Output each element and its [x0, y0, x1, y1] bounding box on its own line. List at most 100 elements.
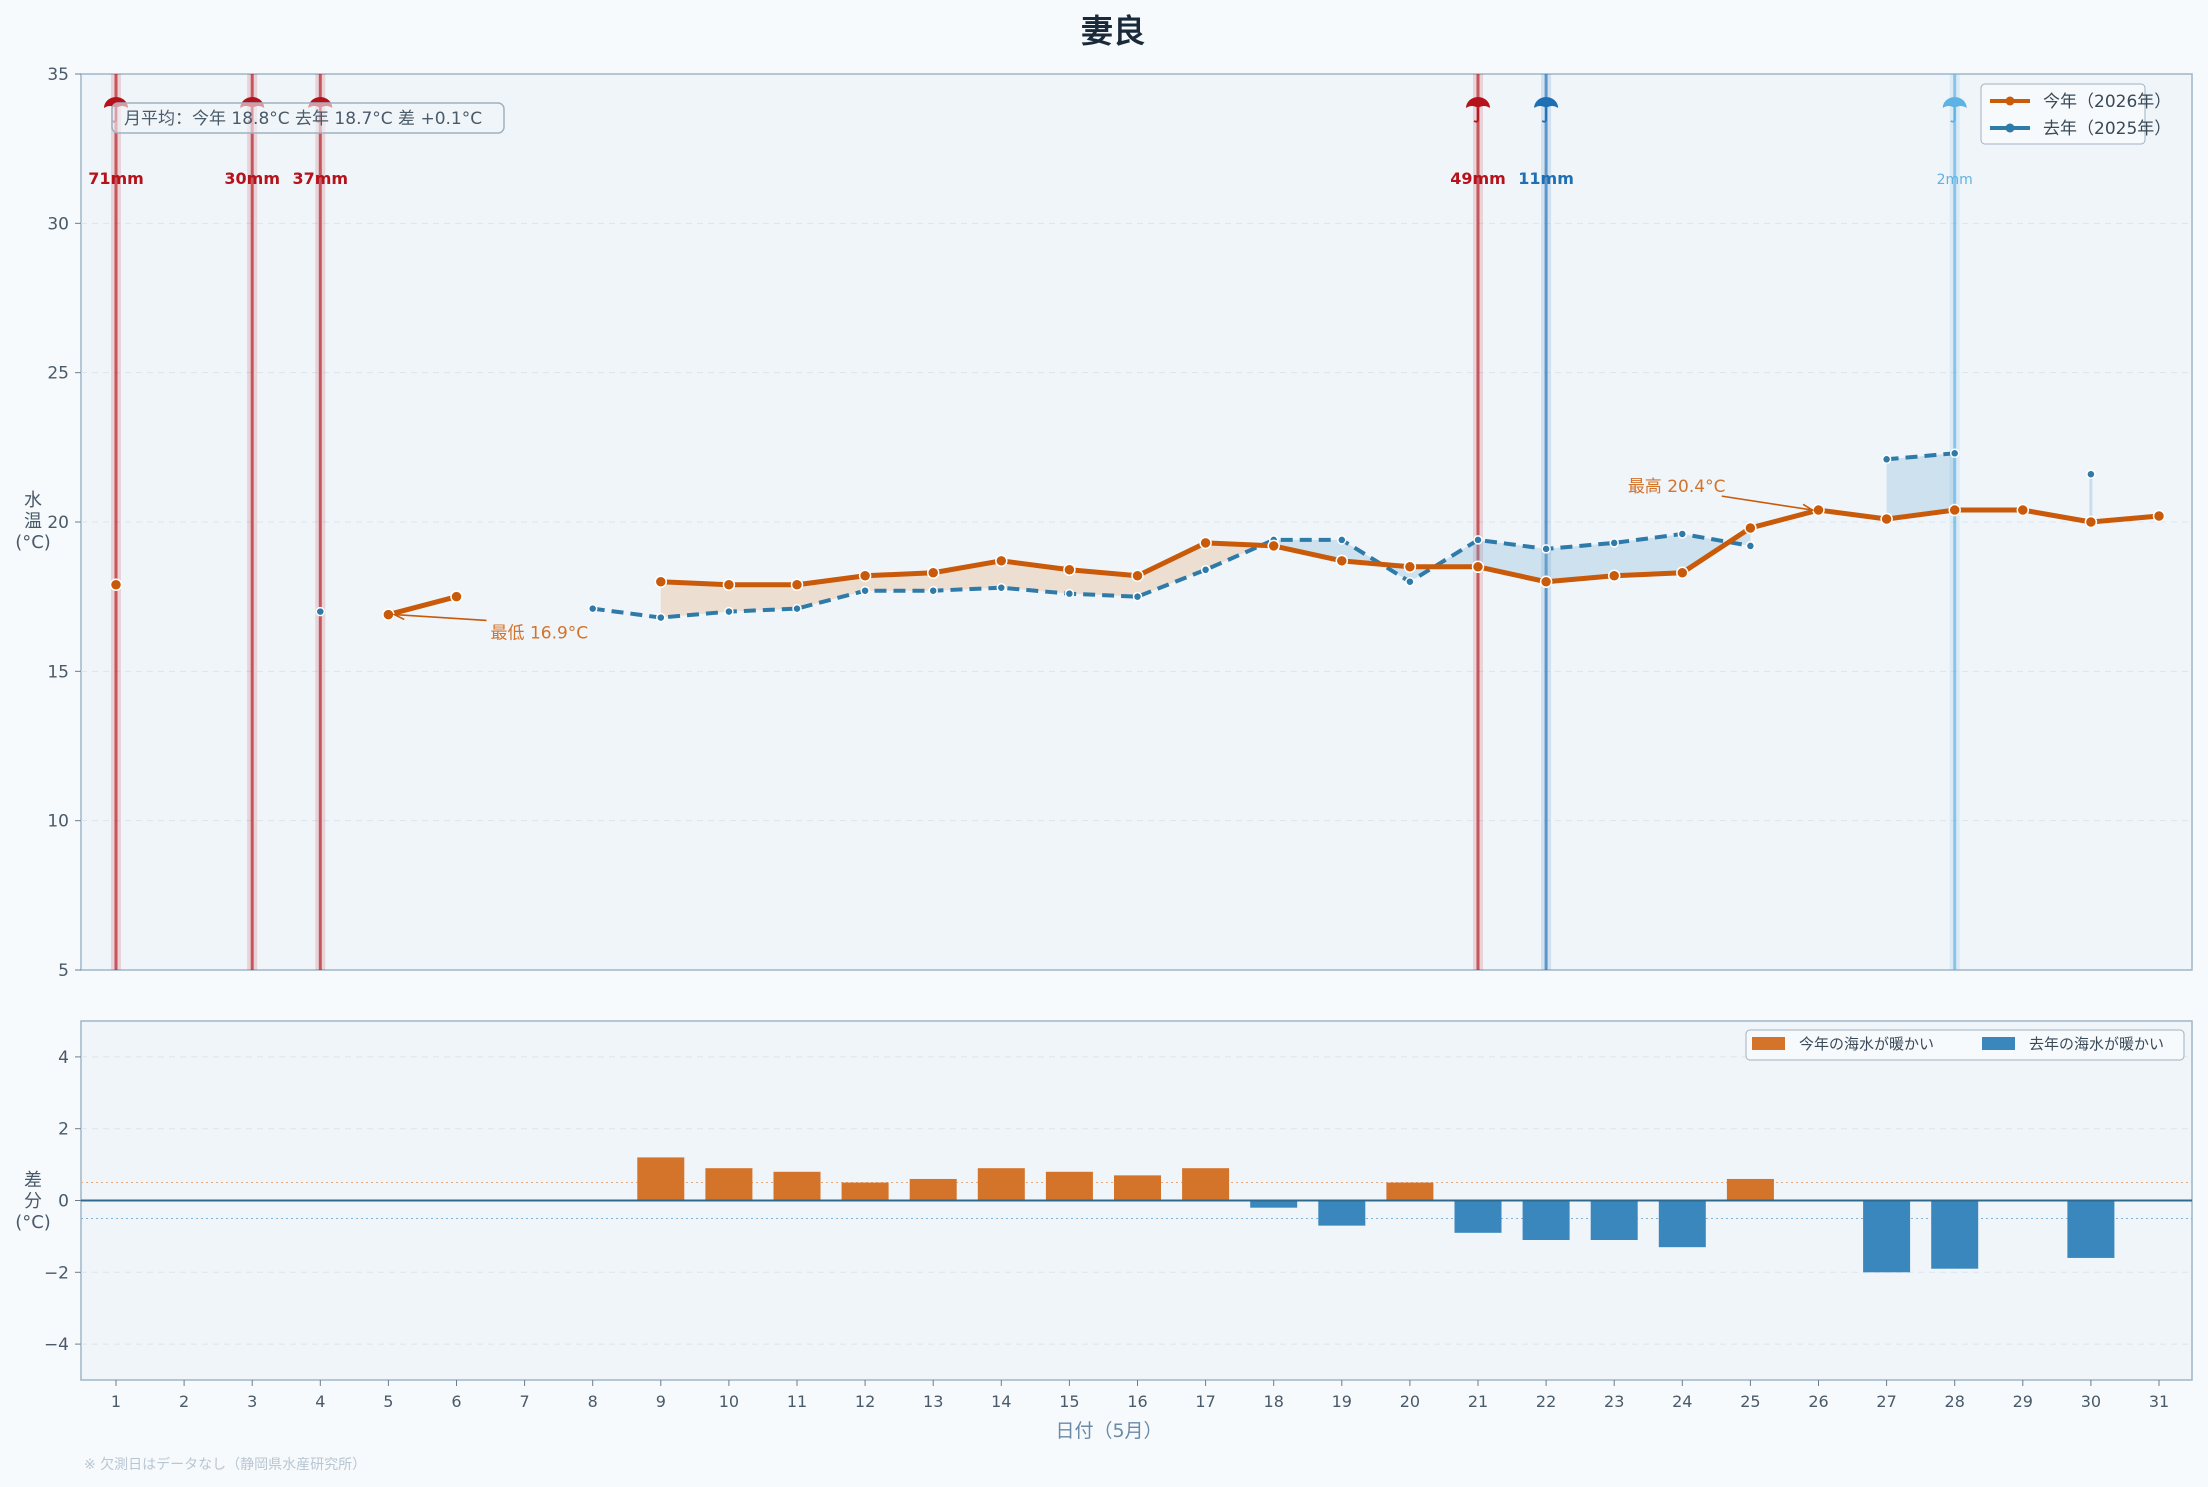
warmer-last-year-fill [1614, 533, 1683, 576]
umbrella-icon [1466, 97, 1490, 123]
this-year-point [1131, 569, 1144, 583]
x-tick-label: 8 [588, 1392, 598, 1411]
this-year-point [450, 590, 463, 603]
legend-label-negative: 去年の海水が暖かい [2029, 1035, 2164, 1053]
last-year-point [996, 582, 1007, 593]
last-year-point [860, 585, 870, 596]
this-year-point [2084, 515, 2098, 529]
annotation-arrowhead [392, 610, 406, 621]
legend-swatch-negative [1982, 1037, 2015, 1050]
warmer-this-year-fill [1137, 542, 1206, 597]
bottom-y-tick-label: −2 [44, 1263, 69, 1283]
last-year-point [724, 606, 734, 617]
last-year-point [1745, 541, 1756, 551]
rain-amount-label: 37mm [292, 169, 348, 188]
x-tick-label: 12 [855, 1392, 875, 1411]
difference-bar-warmer-this-year [1726, 1178, 1774, 1201]
x-tick-label: 26 [1808, 1392, 1828, 1411]
difference-bar-warmer-this-year [841, 1182, 889, 1201]
x-tick-label: 9 [656, 1392, 666, 1411]
rain-amount-label: 30mm [224, 169, 280, 188]
last-year-point [1609, 538, 1619, 548]
this-year-point [1812, 503, 1825, 517]
last-year-point [1677, 529, 1688, 539]
x-tick-label: 19 [1332, 1392, 1352, 1411]
top-plot-area [80, 73, 2193, 971]
annotation-arrowhead [1801, 503, 1815, 514]
x-tick-label: 23 [1604, 1392, 1624, 1411]
legend-swatch-positive [1752, 1037, 1785, 1050]
bottom-y-tick-label: 4 [58, 1048, 69, 1068]
this-year-point [1267, 539, 1280, 553]
warmer-this-year-fill [933, 560, 1002, 591]
bottom-y-tick-label: 2 [58, 1120, 69, 1140]
last-year-point [1132, 591, 1143, 602]
last-year-point [1337, 535, 1347, 545]
this-year-point [2152, 509, 2166, 523]
bottom-y-axis-label: (°C) [15, 1212, 51, 1233]
top-y-axis-label: 水 [24, 490, 42, 511]
top-legend: 今年（2026年） 去年（2025年） [1980, 83, 2171, 145]
bottom-y-tick-label: 0 [58, 1192, 69, 1212]
legend-label-positive: 今年の海水が暖かい [1799, 1035, 1934, 1053]
this-year-point [722, 578, 736, 591]
chart-title: 妻良 [1081, 12, 1145, 50]
x-tick-label: 3 [247, 1392, 257, 1411]
legend-label: 今年（2026年） [2043, 92, 2171, 112]
footnote: ※ 欠測日はデータなし（静岡県水産研究所） [84, 1456, 366, 1473]
difference-bar-warmer-last-year [1590, 1200, 1638, 1240]
difference-bar-warmer-last-year [2067, 1200, 2115, 1258]
x-tick-label: 6 [451, 1392, 461, 1411]
difference-bar-warmer-last-year [1250, 1200, 1298, 1208]
x-tick-label: 15 [1059, 1392, 1079, 1411]
last-year-point [928, 585, 938, 596]
x-tick-label: 16 [1127, 1392, 1147, 1411]
difference-bar-warmer-last-year [1658, 1200, 1706, 1248]
this-year-point [109, 578, 123, 591]
difference-bar-warmer-this-year [1182, 1168, 1230, 1201]
x-tick-label: 5 [383, 1392, 393, 1411]
x-tick-label: 1 [111, 1392, 121, 1411]
this-year-point [1063, 563, 1076, 577]
this-year-point [1539, 575, 1553, 588]
difference-bar-warmer-this-year [1386, 1182, 1434, 1201]
this-year-point [654, 575, 668, 588]
this-year-point [1199, 536, 1212, 550]
x-tick-label: 25 [1740, 1392, 1760, 1411]
x-tick-label: 7 [520, 1392, 530, 1411]
x-tick-label: 20 [1400, 1392, 1420, 1411]
last-year-point [1541, 544, 1551, 554]
annotation-arrow [1721, 495, 1813, 511]
min-temperature-annotation: 最低 16.9°C [491, 623, 589, 643]
max-temperature-annotation: 最高 20.4°C [1628, 477, 1726, 497]
this-year-point [790, 578, 804, 591]
rain-amount-label: 49mm [1450, 169, 1506, 188]
this-year-point [1335, 554, 1349, 568]
x-tick-label: 17 [1195, 1392, 1215, 1411]
warmer-last-year-fill [1478, 539, 1547, 582]
bottom-y-tick-label: −4 [44, 1335, 69, 1355]
x-tick-label: 22 [1536, 1392, 1556, 1411]
warmer-last-year-fill [1682, 527, 1751, 573]
top-y-tick-label: 30 [47, 214, 69, 234]
top-y-axis-label: 温 [24, 511, 42, 532]
last-year-line [592, 531, 1751, 620]
last-year-point [1881, 454, 1892, 465]
top-y-tick-label: 10 [47, 812, 69, 832]
difference-bar-warmer-this-year [1114, 1175, 1161, 1201]
last-year-point [1200, 565, 1211, 575]
bottom-y-axis-label: 分 [24, 1191, 42, 1212]
x-tick-label: 31 [2149, 1392, 2169, 1411]
top-y-tick-label: 20 [47, 513, 69, 533]
last-year-point [1064, 588, 1075, 599]
this-year-point [926, 566, 940, 580]
x-tick-label: 24 [1672, 1392, 1692, 1411]
top-y-tick-label: 35 [47, 65, 69, 85]
this-year-point [995, 554, 1008, 568]
difference-bar-warmer-last-year [1522, 1200, 1570, 1240]
legend-label: 去年（2025年） [2043, 119, 2171, 139]
difference-bar-warmer-last-year [1931, 1200, 1979, 1269]
warmer-this-year-fill [660, 581, 729, 618]
last-year-line [1886, 451, 1955, 462]
